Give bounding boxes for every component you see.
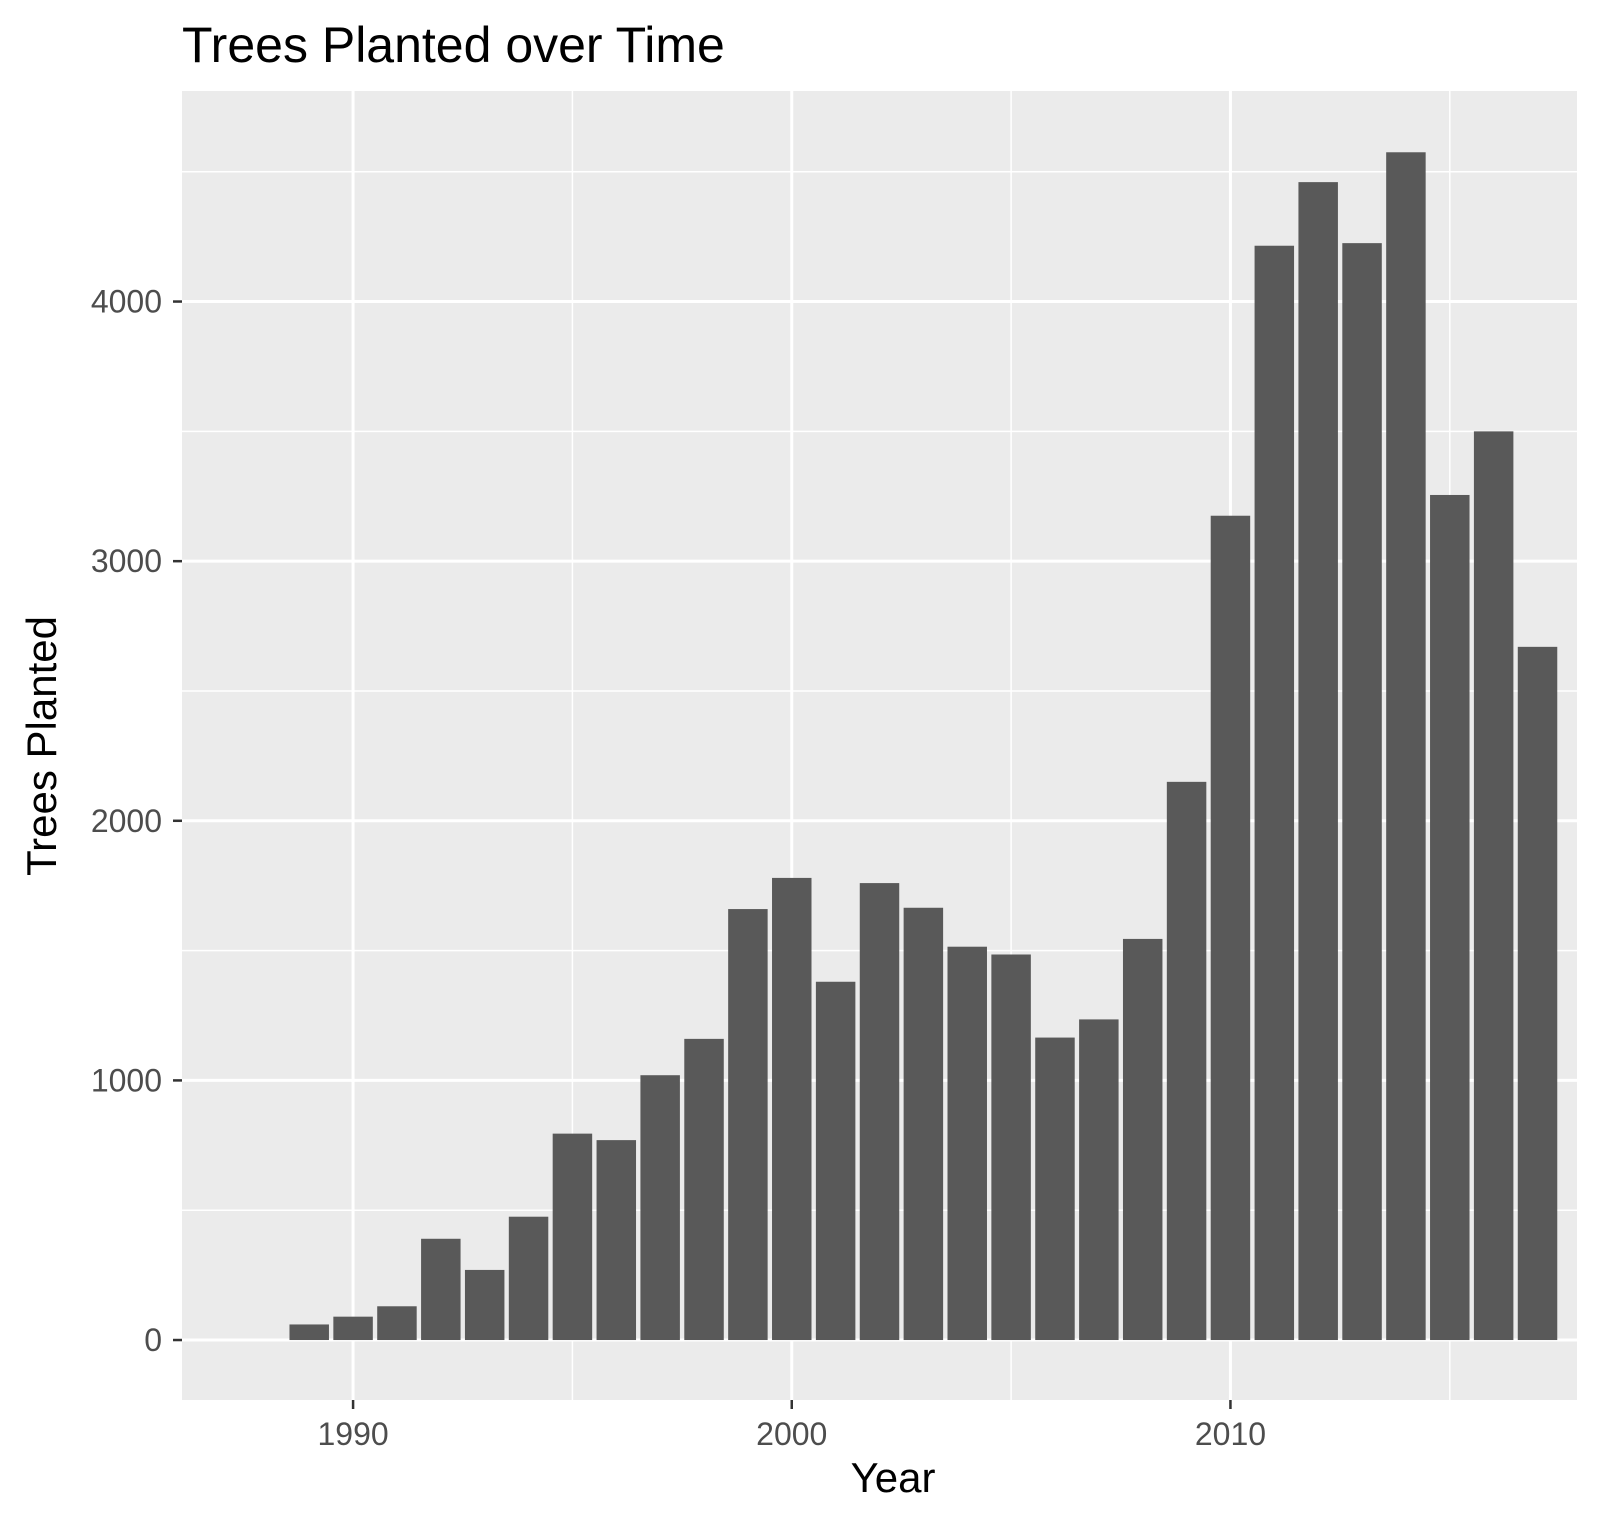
bar-2005 <box>991 954 1031 1341</box>
bar-2015 <box>1430 494 1470 1341</box>
bar-2000 <box>772 877 812 1341</box>
bar-2006 <box>1035 1037 1075 1341</box>
bar-2001 <box>815 981 856 1341</box>
x-tick-label: 1990 <box>317 1416 388 1452</box>
y-tick-label: 4000 <box>91 284 162 320</box>
bar-2017 <box>1517 646 1558 1341</box>
bar-2012 <box>1298 182 1338 1341</box>
bar-1997 <box>640 1075 680 1341</box>
y-tick-label: 2000 <box>91 803 162 839</box>
bar-1999 <box>728 909 768 1341</box>
bar-2014 <box>1386 152 1426 1341</box>
x-axis: 1990 2000 2010 <box>317 1400 1266 1452</box>
bar-2013 <box>1342 243 1382 1341</box>
bar-1994 <box>508 1216 549 1341</box>
bar-1992 <box>421 1238 461 1341</box>
y-tick-label: 1000 <box>91 1062 162 1098</box>
bar-1989 <box>289 1324 329 1341</box>
bar-2010 <box>1210 515 1251 1341</box>
chart-title: Trees Planted over Time <box>182 17 725 73</box>
y-axis-title: Trees Planted <box>18 616 65 876</box>
bar-1991 <box>377 1306 417 1341</box>
bars <box>289 152 1558 1341</box>
bar-1998 <box>684 1038 724 1341</box>
bar-2011 <box>1254 245 1295 1341</box>
y-tick-label: 3000 <box>91 543 162 579</box>
x-tick-label: 2010 <box>1195 1416 1266 1452</box>
bar-2016 <box>1473 431 1514 1341</box>
y-axis: 0 1000 2000 3000 4000 <box>91 284 182 1358</box>
x-tick-label: 2000 <box>756 1416 827 1452</box>
x-axis-title: Year <box>851 1454 936 1501</box>
bar-1995 <box>552 1133 593 1341</box>
bar-2004 <box>947 946 987 1341</box>
bar-1996 <box>596 1140 637 1341</box>
bar-2008 <box>1122 938 1163 1341</box>
y-tick-label: 0 <box>144 1322 162 1358</box>
bar-2003 <box>903 907 944 1341</box>
bar-2007 <box>1079 1019 1119 1341</box>
bar-2002 <box>859 883 900 1341</box>
bar-2009 <box>1166 781 1207 1341</box>
bar-1993 <box>464 1269 505 1341</box>
bar-1990 <box>333 1316 373 1341</box>
